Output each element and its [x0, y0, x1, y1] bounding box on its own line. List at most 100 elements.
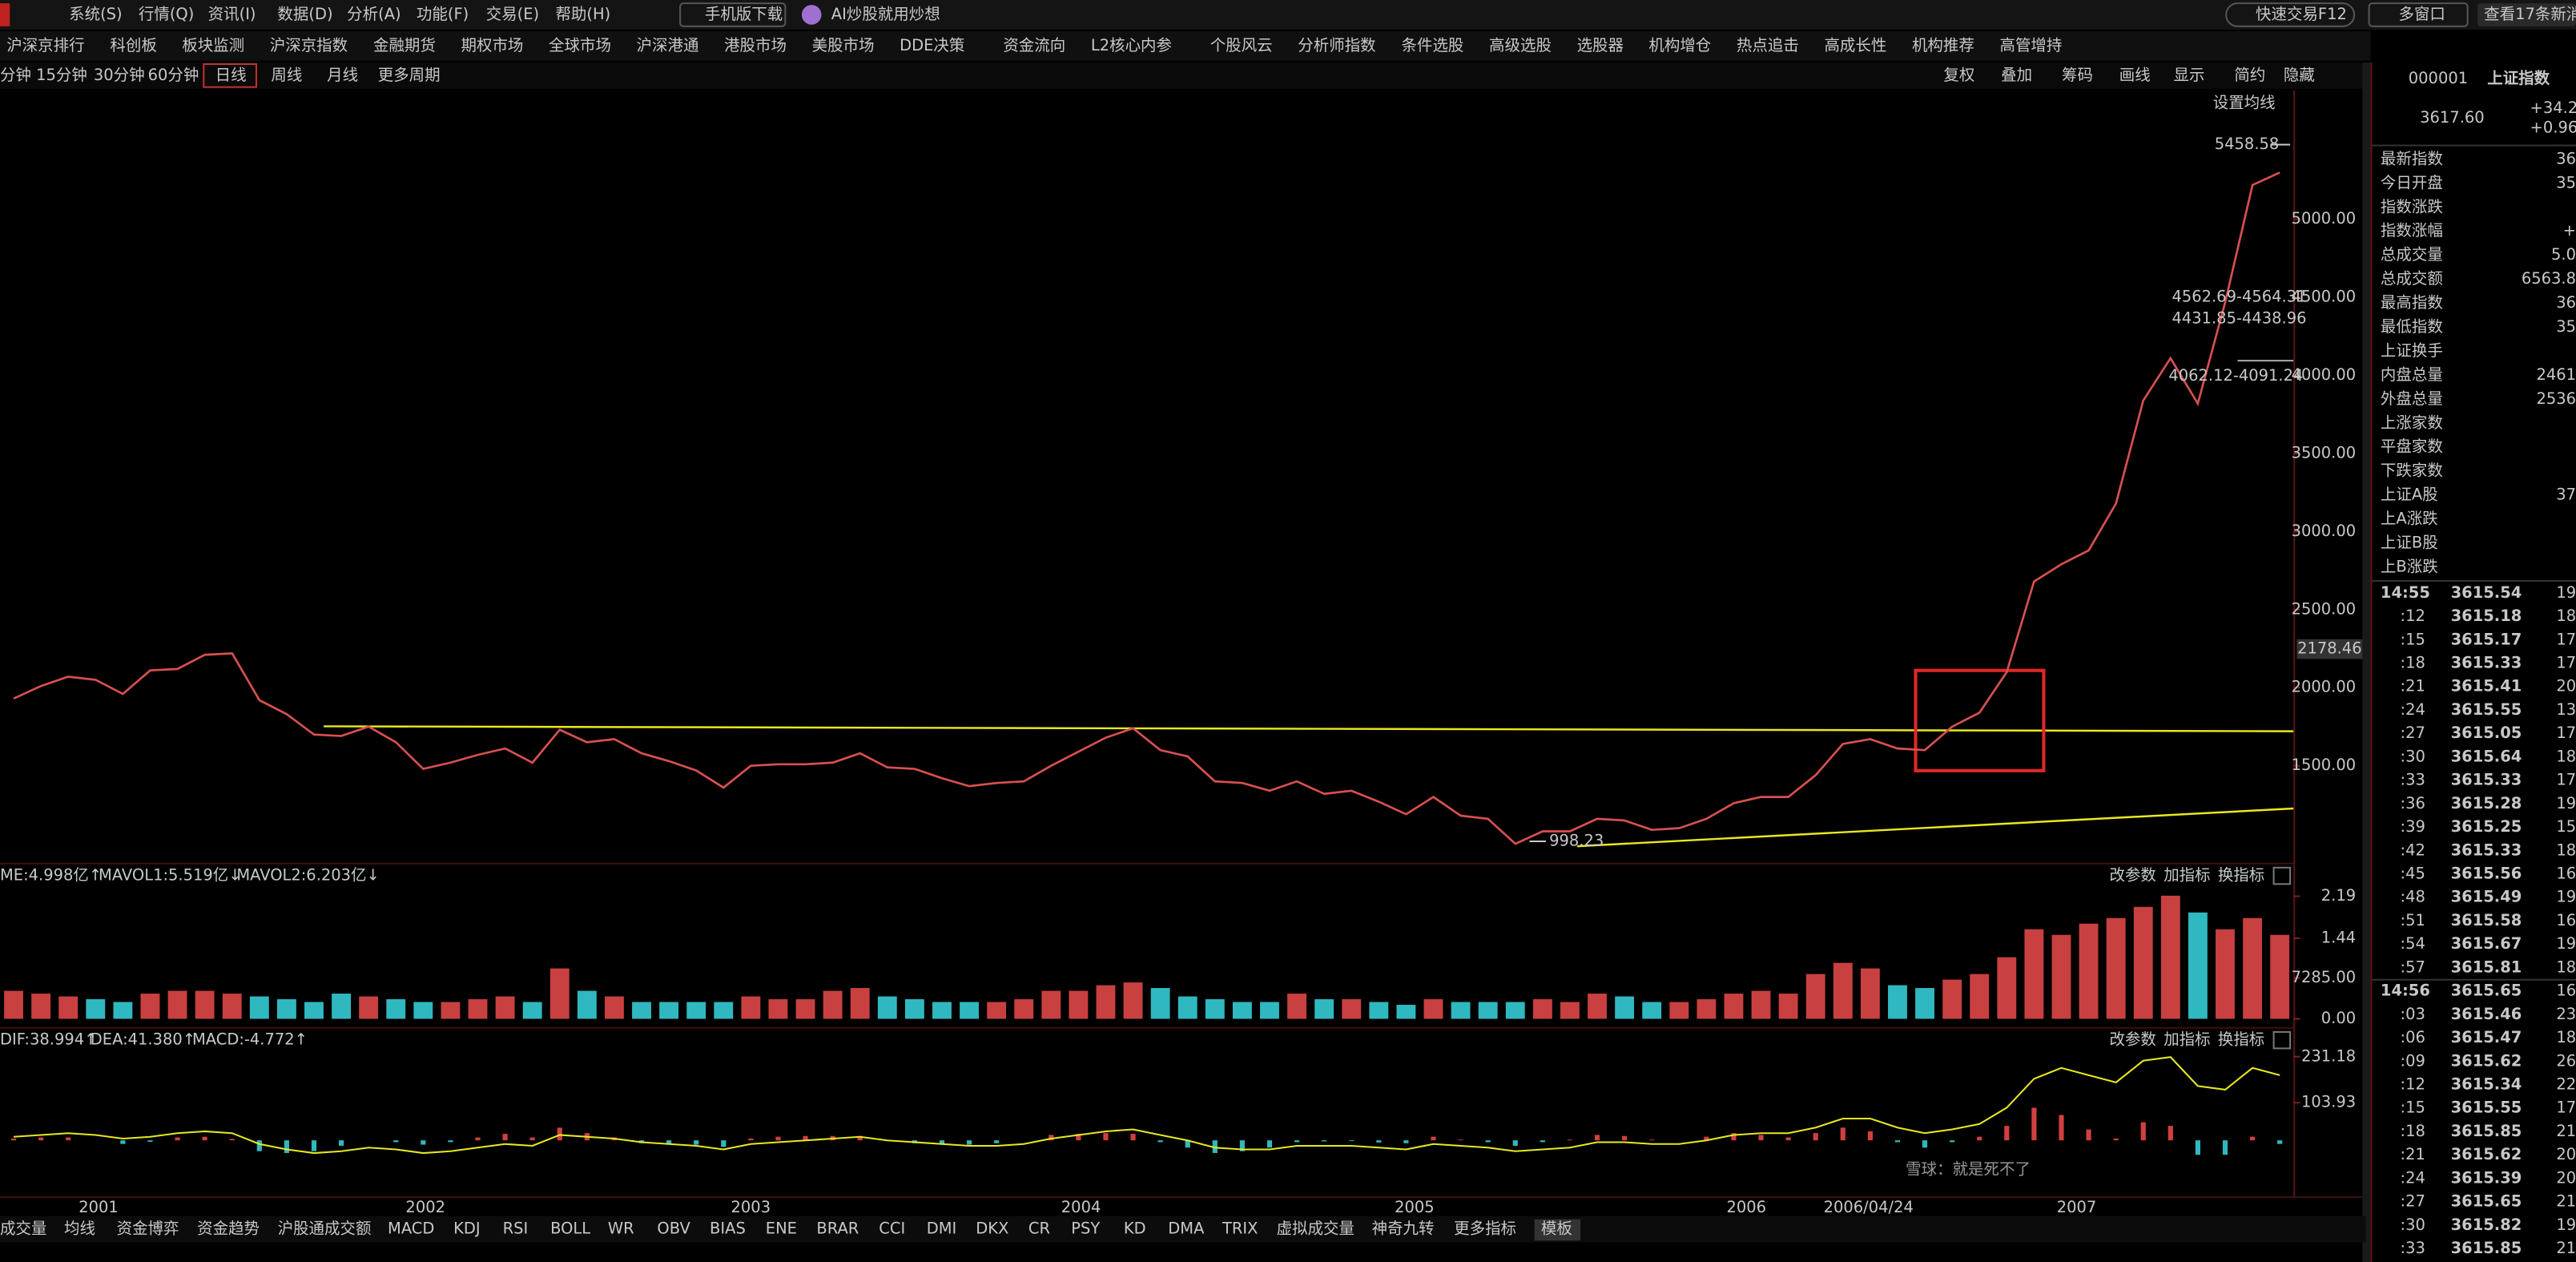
nav-item[interactable]: 条件选股 [1402, 36, 1464, 54]
nav-item[interactable]: 个股风云 [1210, 36, 1273, 54]
menu-item[interactable]: 功能(F) [417, 5, 469, 23]
volume-bar [1751, 990, 1771, 1019]
dif-line [13, 1056, 2280, 1155]
nav-item[interactable]: 沪深港通 [637, 36, 699, 54]
indicator-tab[interactable]: 虚拟成交量 [1277, 1219, 1354, 1237]
tool-button[interactable]: 画线 [2119, 66, 2151, 84]
indicator-tab[interactable]: 模板 [1541, 1219, 1572, 1237]
menu-item[interactable]: 帮助(H) [555, 5, 610, 23]
menu-item[interactable]: 资讯(I) [208, 5, 256, 23]
tool-button[interactable]: 叠加 [2001, 66, 2032, 84]
tool-button[interactable]: 显示 [2174, 66, 2205, 84]
indicator-tab[interactable]: DMA [1168, 1219, 1205, 1237]
nav-item[interactable]: 机构增仓 [1648, 36, 1711, 54]
nav-item[interactable]: 沪深京排行 [6, 36, 84, 54]
period-tab[interactable]: 月线 [327, 66, 358, 84]
tool-button[interactable]: 简约 [2234, 66, 2265, 84]
macd-bar [1950, 1140, 1955, 1143]
indicator-tab[interactable]: 资金博弈 [117, 1219, 179, 1237]
close-button[interactable] [2272, 1030, 2292, 1050]
nav-item[interactable]: 资金流向 [1003, 36, 1065, 54]
panel-button[interactable]: 换指标 [2218, 866, 2264, 885]
nav-item[interactable]: 选股器 [1577, 36, 1624, 54]
menu-item[interactable]: 数据(D) [277, 5, 332, 23]
tool-button[interactable]: 隐藏 [2284, 66, 2315, 84]
indicator-tab[interactable]: KDJ [453, 1219, 481, 1237]
panel-button[interactable]: 改参数 [2110, 1030, 2156, 1049]
indicator-tab[interactable]: WR [608, 1219, 634, 1237]
period-tab[interactable]: 更多周期 [378, 66, 441, 84]
nav-item[interactable]: 期权市场 [461, 36, 524, 54]
macd-bar [1239, 1140, 1245, 1151]
indicator-tab[interactable]: OBV [657, 1219, 690, 1237]
macd-bar [1704, 1136, 1709, 1141]
indicator-tab[interactable]: BRAR [816, 1219, 859, 1237]
indicator-tab[interactable]: KD [1124, 1219, 1146, 1237]
indicator-tab[interactable]: DMI [927, 1219, 957, 1237]
nav-item[interactable]: 热点追击 [1737, 36, 1799, 54]
nav-item[interactable]: DDE决策 [900, 36, 964, 54]
tick-volume: 19 [2556, 934, 2576, 953]
menu-item[interactable]: 分析(A) [347, 5, 400, 23]
indicator-tab[interactable]: ENE [766, 1219, 797, 1237]
top-button[interactable]: 查看17条新消 [2484, 5, 2576, 23]
period-tab[interactable]: 分钟 [0, 66, 31, 84]
indicator-tab[interactable]: 更多指标 [1454, 1219, 1516, 1237]
nav-item[interactable]: 全球市场 [549, 36, 611, 54]
volume-bar [1915, 988, 1934, 1019]
nav-item[interactable]: 科创板 [110, 36, 156, 54]
close-button[interactable] [2272, 866, 2292, 885]
nav-item[interactable]: 高管增持 [2000, 36, 2063, 54]
panel-button[interactable]: 加指标 [2163, 1030, 2210, 1049]
nav-item[interactable]: 高级选股 [1489, 36, 1552, 54]
panel-button[interactable]: 改参数 [2110, 866, 2156, 885]
menu-item[interactable]: 交易(E) [486, 5, 539, 23]
indicator-tab[interactable]: MACD [388, 1219, 434, 1237]
macd-bar [721, 1140, 727, 1147]
phone-link[interactable]: 手机版下载 [705, 5, 783, 23]
indicator-tab[interactable]: 资金趋势 [197, 1219, 260, 1237]
ma-setting[interactable]: 设置均线 [2213, 94, 2276, 112]
period-tab[interactable]: 15分钟 [36, 66, 87, 84]
nav-item[interactable]: 板块监测 [182, 36, 244, 54]
period-tab[interactable]: 30分钟 [94, 66, 145, 84]
indicator-tab[interactable]: DKX [976, 1219, 1008, 1237]
top-button[interactable]: 多窗口 [2398, 5, 2445, 23]
indicator-tab[interactable]: TRIX [1222, 1219, 1258, 1237]
quick-trade[interactable] [2225, 2, 2356, 27]
phone-button[interactable] [679, 2, 787, 27]
multi-window[interactable] [2368, 2, 2469, 27]
ai-link[interactable]: AI炒股就用炒想 [831, 5, 940, 23]
top-button[interactable]: 快速交易F12 [2256, 5, 2347, 23]
nav-item[interactable]: 分析师指数 [1298, 36, 1375, 54]
indicator-tab[interactable]: 沪股通成交额 [278, 1219, 372, 1237]
menu-item[interactable]: 行情(Q) [139, 5, 194, 23]
period-tab[interactable]: 60分钟 [148, 66, 199, 84]
indicator-tab[interactable]: RSI [503, 1219, 529, 1237]
indicator-tab[interactable]: CCI [879, 1219, 905, 1237]
panel-button[interactable]: 换指标 [2218, 1030, 2264, 1049]
period-tab[interactable]: 日线 [215, 66, 247, 84]
indicator-tab[interactable]: PSY [1071, 1219, 1100, 1237]
news-button[interactable] [2477, 3, 2576, 26]
panel-button[interactable]: 加指标 [2163, 866, 2210, 885]
nav-item[interactable]: 沪深京指数 [270, 36, 348, 54]
indicator-tab[interactable]: CR [1028, 1219, 1050, 1237]
splitter[interactable] [2362, 62, 2371, 1262]
nav-item[interactable]: 金融期货 [373, 36, 436, 54]
period-tab[interactable]: 周线 [271, 66, 302, 84]
nav-item[interactable]: 机构推荐 [1912, 36, 1974, 54]
tool-button[interactable]: 筹码 [2062, 66, 2093, 84]
nav-item[interactable]: L2核心内参 [1091, 36, 1172, 54]
nav-item[interactable]: 港股市场 [724, 36, 787, 54]
indicator-tab[interactable]: 均线 [64, 1219, 95, 1237]
nav-item[interactable]: 高成长性 [1824, 36, 1886, 54]
menu-item[interactable]: 系统(S) [69, 5, 123, 23]
tool-button[interactable]: 复权 [1943, 66, 1974, 84]
volume-bar [1560, 1002, 1580, 1019]
indicator-tab[interactable]: BOLL [550, 1219, 590, 1237]
indicator-tab[interactable]: 神奇九转 [1372, 1219, 1435, 1237]
indicator-tab[interactable]: 成交量 [0, 1219, 46, 1237]
nav-item[interactable]: 美股市场 [812, 36, 875, 54]
indicator-tab[interactable]: BIAS [710, 1219, 746, 1237]
